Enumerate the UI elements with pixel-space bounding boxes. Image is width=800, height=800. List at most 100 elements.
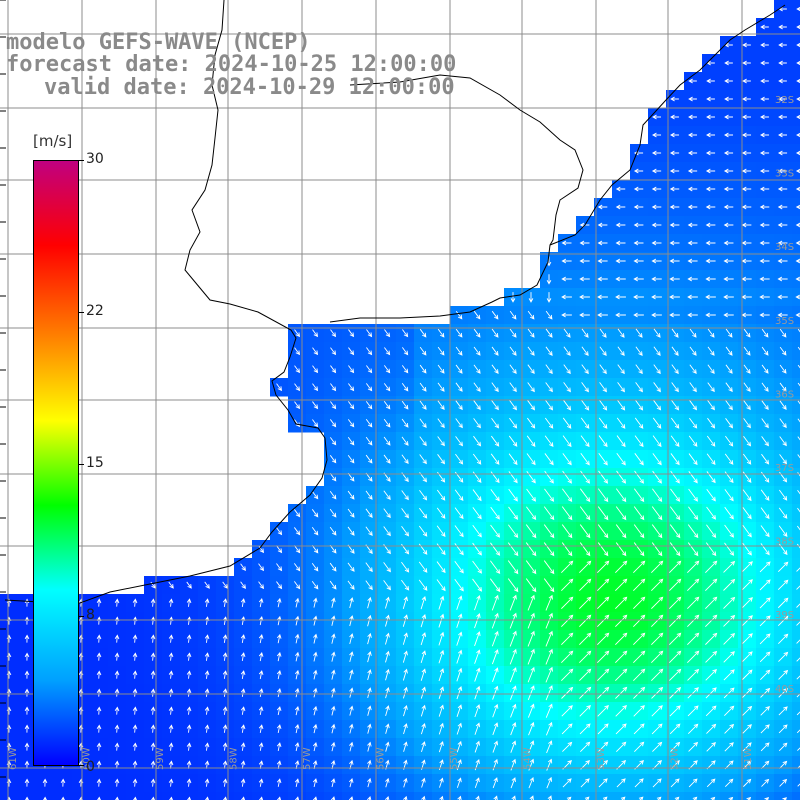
wind-arrow	[778, 24, 787, 30]
longitude-label: 60W	[82, 747, 93, 770]
wind-arrow	[528, 721, 535, 736]
wind-arrow	[689, 328, 697, 338]
wind-arrow	[401, 490, 409, 501]
wind-arrow	[561, 312, 572, 318]
wind-arrow	[741, 615, 753, 627]
wind-arrow	[760, 42, 769, 48]
wind-arrow	[723, 687, 735, 699]
wind-arrow	[597, 294, 608, 300]
wind-arrow	[580, 453, 590, 466]
wind-arrow	[492, 667, 499, 682]
speed-cell	[378, 792, 397, 800]
wind-arrow	[633, 596, 646, 609]
wind-arrow	[240, 688, 246, 697]
wind-arrow	[724, 78, 733, 84]
wind-arrow	[651, 186, 662, 192]
speed-cell	[792, 576, 800, 595]
wind-arrow	[688, 488, 698, 502]
wind-arrow	[455, 346, 463, 356]
wind-arrow	[651, 204, 662, 210]
wind-arrow	[687, 294, 698, 300]
speed-cell	[792, 684, 800, 703]
wind-arrow	[634, 435, 644, 448]
wind-arrow	[671, 364, 679, 375]
wind-arrow	[707, 364, 715, 374]
wind-arrow	[168, 706, 174, 715]
wind-arrow	[579, 506, 591, 521]
wind-arrow	[579, 312, 590, 318]
colorbar-tick: 15	[86, 455, 104, 471]
wind-arrow	[723, 258, 734, 264]
wind-arrow	[313, 669, 318, 680]
wind-arrow	[761, 400, 769, 411]
wind-arrow	[150, 706, 156, 715]
wind-arrow	[597, 560, 610, 573]
longitude-label: 61W	[8, 747, 19, 770]
wind-arrow	[741, 186, 752, 192]
speed-cell	[648, 792, 667, 800]
wind-arrow	[491, 612, 499, 629]
wind-arrow	[403, 723, 408, 735]
wind-arrow	[454, 507, 464, 520]
wind-arrow	[795, 204, 800, 210]
wind-arrow	[367, 777, 372, 788]
wind-arrow	[438, 631, 445, 646]
wind-arrow	[349, 597, 354, 609]
latitude-label: 40S	[775, 684, 794, 695]
wind-arrow	[760, 489, 770, 501]
wind-arrow	[222, 652, 228, 661]
wind-arrow	[454, 578, 464, 592]
wind-arrow	[114, 778, 120, 787]
wind-arrow	[687, 276, 698, 282]
wind-arrow	[741, 579, 753, 591]
wind-arrow	[510, 722, 517, 736]
latitude-label: 35S	[775, 316, 794, 327]
wind-arrow	[526, 435, 536, 447]
wind-arrow	[367, 705, 372, 716]
wind-arrow	[597, 723, 609, 735]
wind-arrow	[725, 418, 734, 429]
wind-arrow	[509, 328, 517, 338]
wind-arrow	[761, 382, 769, 392]
colorbar-tick: 8	[86, 607, 95, 623]
wind-arrow	[796, 657, 800, 662]
wind-arrow	[420, 686, 426, 699]
wind-arrow	[651, 312, 662, 318]
wind-arrow	[472, 578, 483, 592]
wind-arrow	[761, 436, 769, 447]
wind-arrow	[779, 364, 787, 374]
wind-arrow	[669, 524, 681, 539]
wind-arrow	[331, 669, 336, 680]
speed-cell	[792, 594, 800, 613]
speed-cell	[252, 792, 271, 800]
wind-arrow	[634, 417, 644, 429]
wind-arrow	[580, 741, 591, 752]
wind-arrow	[509, 364, 517, 375]
wind-arrow	[473, 346, 481, 356]
wind-arrow	[276, 545, 283, 554]
wind-arrow	[615, 524, 627, 539]
wind-arrow	[507, 542, 519, 557]
wind-arrow	[725, 346, 733, 356]
wind-arrow	[294, 669, 300, 680]
wind-arrow	[420, 650, 427, 664]
wind-arrow	[365, 436, 373, 446]
wind-arrow	[294, 347, 301, 356]
wind-arrow	[527, 630, 535, 647]
wind-arrow	[796, 639, 800, 644]
wind-arrow	[633, 506, 645, 521]
wind-arrow	[349, 651, 354, 662]
wind-arrow	[741, 561, 753, 573]
wind-arrow	[670, 453, 680, 466]
wind-arrow	[796, 567, 800, 572]
wind-arrow	[633, 614, 646, 627]
wind-arrow	[669, 686, 682, 699]
wind-arrow	[687, 542, 699, 557]
wind-arrow	[778, 724, 788, 734]
wind-arrow	[743, 400, 751, 411]
wind-arrow	[527, 328, 535, 338]
wind-arrow	[669, 150, 680, 156]
wind-arrow	[579, 614, 592, 627]
wind-arrow	[543, 524, 555, 539]
wind-arrow	[796, 24, 800, 30]
